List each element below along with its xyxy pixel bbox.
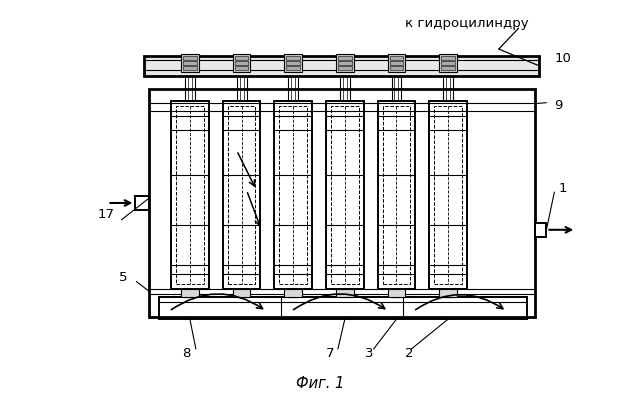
Bar: [228, 105, 255, 284]
Bar: [441, 61, 455, 65]
Bar: [159, 297, 527, 319]
Text: 5: 5: [119, 271, 127, 284]
Bar: [434, 105, 462, 284]
Text: 2: 2: [405, 347, 413, 360]
Bar: [149, 89, 534, 317]
Text: 17: 17: [98, 209, 115, 221]
Bar: [286, 61, 300, 65]
Bar: [135, 196, 149, 210]
Text: 3: 3: [365, 347, 374, 360]
Bar: [339, 290, 351, 297]
Bar: [288, 76, 298, 101]
Bar: [287, 290, 299, 297]
Bar: [390, 290, 403, 297]
Bar: [392, 76, 401, 101]
Text: 10: 10: [554, 53, 572, 65]
Bar: [183, 56, 197, 60]
Bar: [443, 76, 453, 101]
Bar: [331, 105, 359, 284]
Bar: [235, 61, 248, 65]
Bar: [383, 105, 410, 284]
Bar: [286, 56, 300, 60]
Bar: [338, 66, 352, 70]
Text: 7: 7: [326, 347, 334, 360]
Bar: [144, 56, 540, 76]
Bar: [338, 61, 352, 65]
Bar: [390, 61, 403, 65]
Bar: [275, 101, 312, 290]
Bar: [336, 290, 354, 297]
Bar: [284, 290, 302, 297]
Bar: [223, 101, 260, 290]
Bar: [441, 56, 455, 60]
Bar: [183, 66, 197, 70]
Bar: [232, 54, 250, 72]
Bar: [442, 290, 454, 297]
Text: к гидроцилиндру: к гидроцилиндру: [405, 17, 529, 30]
Bar: [236, 290, 248, 297]
Bar: [439, 290, 457, 297]
Text: 1: 1: [558, 182, 567, 194]
Bar: [176, 105, 204, 284]
Bar: [390, 66, 403, 70]
Bar: [378, 101, 415, 290]
Bar: [388, 290, 405, 297]
Bar: [388, 54, 405, 72]
Text: 9: 9: [554, 99, 563, 112]
Bar: [181, 290, 199, 297]
Bar: [184, 290, 196, 297]
Bar: [286, 66, 300, 70]
Bar: [390, 56, 403, 60]
Bar: [326, 101, 364, 290]
Bar: [183, 61, 197, 65]
Bar: [279, 105, 307, 284]
Bar: [185, 76, 195, 101]
Bar: [171, 101, 209, 290]
Bar: [284, 54, 302, 72]
Bar: [235, 56, 248, 60]
Bar: [338, 56, 352, 60]
Bar: [336, 54, 354, 72]
Bar: [232, 290, 250, 297]
Text: 8: 8: [182, 347, 190, 360]
Bar: [235, 66, 248, 70]
Bar: [340, 76, 350, 101]
Bar: [429, 101, 467, 290]
Bar: [441, 66, 455, 70]
Text: Фиг. 1: Фиг. 1: [296, 376, 344, 391]
Bar: [534, 223, 547, 237]
Bar: [237, 76, 246, 101]
Bar: [439, 54, 457, 72]
Bar: [181, 54, 199, 72]
